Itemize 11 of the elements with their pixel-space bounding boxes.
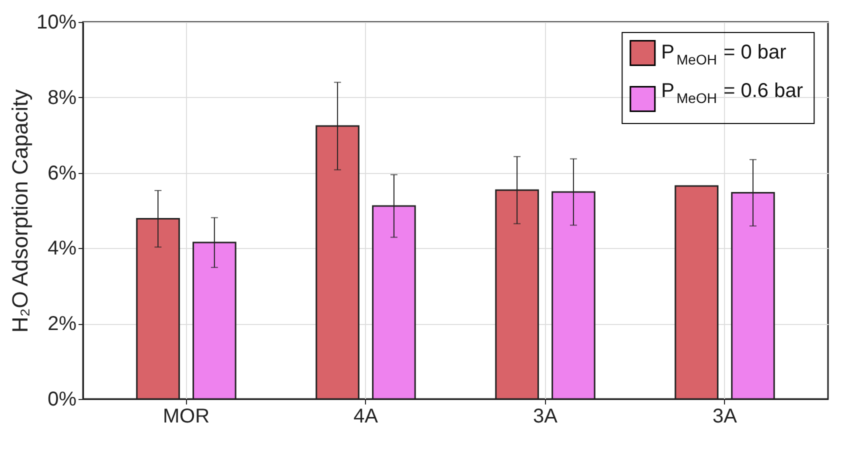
x-tick-label: 4A [354,406,379,428]
y-tick-label: 6% [48,162,77,184]
y-tick-label: 0% [48,388,77,410]
x-tick-label: 3A [712,406,738,428]
y-tick-label: 10% [36,12,77,34]
y-tick-label: 4% [48,238,77,260]
y-axis-title: H₂O Adsorption Capacity [7,89,32,333]
y-tick-label: 2% [48,313,77,336]
x-tick-label: MOR [162,406,210,428]
y-tick-label: 8% [48,86,77,109]
x-tick-label: 3A [533,406,558,428]
